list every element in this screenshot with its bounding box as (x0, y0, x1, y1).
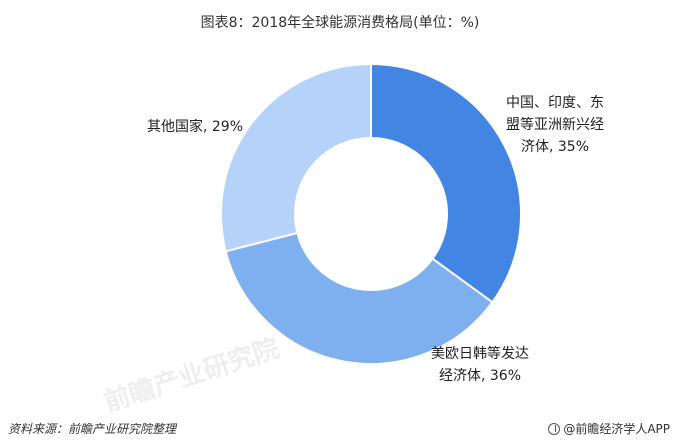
slice-label-line: 中国、印度、东 (506, 95, 604, 111)
donut-slice-asia-emerging (370, 62, 522, 304)
brand-logo-icon (548, 422, 561, 435)
brand-text: @前瞻经济学人APP (563, 422, 670, 436)
footer-brand: @前瞻经济学人APP (548, 420, 670, 437)
slice-label-line: 经济体, 36% (438, 368, 522, 384)
donut-slice-others (220, 62, 372, 253)
chart-title: 图表8：2018年全球能源消费格局(单位：%) (200, 15, 480, 31)
slice-label-line: 盟等亚洲新兴经 (506, 117, 604, 133)
slice-label-line: 其他国家, 29% (146, 119, 244, 135)
slice-label-asia-emerging: 中国、印度、东 盟等亚洲新兴经 济体, 35% (470, 92, 640, 158)
slice-label-developed: 美欧日韩等发达 经济体, 36% (400, 343, 560, 387)
slice-label-others: 其他国家, 29% (120, 116, 270, 138)
source-note: 资料来源：前瞻产业研究院整理 (8, 422, 177, 436)
slice-label-line: 济体, 35% (520, 139, 590, 155)
slice-label-line: 美欧日韩等发达 (431, 346, 529, 362)
donut-slice-developed (224, 231, 494, 365)
